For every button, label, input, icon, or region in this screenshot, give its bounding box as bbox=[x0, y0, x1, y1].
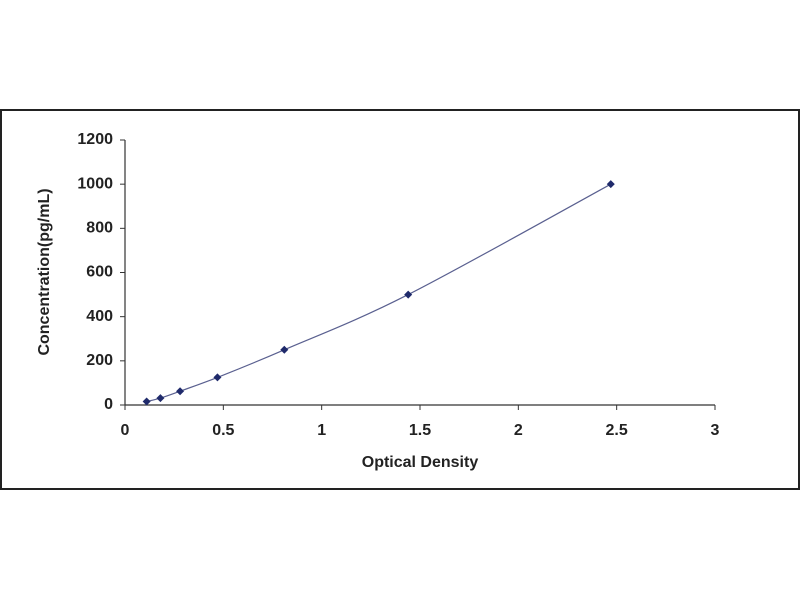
data-point bbox=[606, 180, 615, 189]
data-point bbox=[176, 387, 185, 396]
x-tick-label: 1.5 bbox=[409, 422, 431, 439]
x-tick-label: 0 bbox=[121, 422, 130, 439]
data-point bbox=[280, 345, 289, 354]
x-tick-label: 2 bbox=[514, 422, 523, 439]
y-tick-label: 600 bbox=[86, 264, 113, 281]
data-point bbox=[156, 394, 165, 403]
y-tick-label: 0 bbox=[104, 396, 113, 413]
data-point bbox=[213, 373, 222, 382]
data-point bbox=[142, 397, 151, 406]
x-tick-label: 2.5 bbox=[606, 422, 628, 439]
x-tick-label: 3 bbox=[711, 422, 720, 439]
y-tick-label: 400 bbox=[86, 308, 113, 325]
chart-frame bbox=[0, 109, 800, 490]
x-tick-label: 1 bbox=[317, 422, 326, 439]
y-tick-label: 200 bbox=[86, 352, 113, 369]
x-tick-label: 0.5 bbox=[212, 422, 234, 439]
y-tick-label: 1200 bbox=[77, 131, 113, 148]
data-point bbox=[404, 290, 413, 299]
y-axis-label: Concentration(pg/mL) bbox=[36, 188, 53, 355]
y-tick-label: 1000 bbox=[77, 175, 113, 192]
x-axis-label: Optical Density bbox=[362, 454, 479, 471]
y-tick-label: 800 bbox=[86, 220, 113, 237]
